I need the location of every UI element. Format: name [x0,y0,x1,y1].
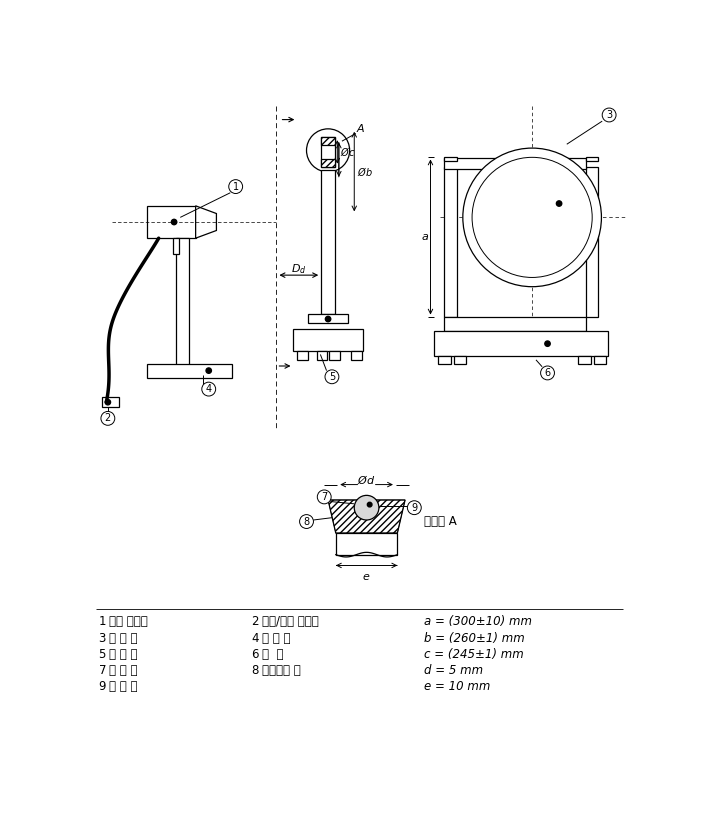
Text: 지 지 물: 지 지 물 [109,648,138,661]
Text: 8: 8 [251,664,259,677]
Text: 5: 5 [329,372,335,382]
Bar [454,356,466,364]
Circle shape [407,501,421,515]
Circle shape [206,368,212,373]
Text: 시 험 천: 시 험 천 [109,632,138,645]
Circle shape [602,108,616,122]
Bar [321,137,335,167]
Bar [594,356,606,364]
Text: d = 5 mm: d = 5 mm [424,664,484,677]
Circle shape [299,515,313,529]
Text: e = 10 mm: e = 10 mm [424,681,491,693]
Circle shape [306,129,350,172]
Text: 알루미늄 링: 알루미늄 링 [262,664,301,677]
Bar [321,171,335,314]
Text: b = (260±1) mm: b = (260±1) mm [424,632,525,645]
Text: 2: 2 [104,413,111,423]
Text: 9: 9 [411,502,417,513]
Polygon shape [328,500,405,533]
Text: 6: 6 [545,368,550,378]
Bar [308,314,348,323]
Text: 상세도 A: 상세도 A [424,515,457,528]
Text: $Øb$: $Øb$ [357,165,372,178]
Text: 4: 4 [205,384,212,394]
Bar [351,350,362,359]
Text: 켜짐/꺼짐 스위치: 켜짐/꺼짐 스위치 [262,615,319,628]
Circle shape [105,400,111,405]
Text: $Ød$: $Ød$ [358,474,376,486]
Text: 3: 3 [606,110,612,120]
Bar [444,158,586,169]
Text: a = (300±10) mm: a = (300±10) mm [424,615,532,628]
Circle shape [540,366,554,380]
Circle shape [171,219,177,225]
Bar [321,137,335,145]
Circle shape [545,341,550,346]
Text: 4: 4 [251,632,259,645]
Text: 8: 8 [304,516,310,526]
Circle shape [463,148,601,287]
Text: 5: 5 [99,648,106,661]
Bar [297,350,308,359]
Circle shape [325,316,331,322]
Text: $a$: $a$ [421,232,429,242]
Bar [317,350,327,359]
Bar [438,356,451,364]
Circle shape [472,158,592,278]
Polygon shape [196,206,217,239]
Bar [444,318,586,332]
Circle shape [101,412,115,426]
Bar [435,332,608,356]
Text: 6: 6 [251,648,259,661]
Text: $e$: $e$ [362,572,371,582]
Bar [147,206,196,239]
Text: c = (245±1) mm: c = (245±1) mm [424,648,524,661]
Bar [102,397,118,407]
Text: 2: 2 [251,615,259,628]
Bar [147,364,232,377]
Circle shape [325,370,339,384]
Bar [578,356,591,364]
Bar [336,533,397,555]
Text: 스 탠 드: 스 탠 드 [262,632,290,645]
Text: 7: 7 [321,492,327,502]
Text: $D_d$: $D_d$ [291,262,306,276]
Text: 고 무 링: 고 무 링 [109,664,138,677]
Text: 1: 1 [99,615,106,628]
Text: 9: 9 [99,681,106,693]
Text: 저  울: 저 울 [262,648,283,661]
Text: $Øc$: $Øc$ [339,145,355,158]
Text: A: A [357,124,365,134]
Text: 3: 3 [99,632,106,645]
Bar [444,167,456,318]
Text: 모발 건조기: 모발 건조기 [109,615,148,628]
Circle shape [367,502,372,507]
Bar [586,157,599,161]
Circle shape [354,495,379,520]
Bar [177,239,189,365]
Bar [444,157,456,161]
Bar [294,329,362,350]
Text: 여 분 면: 여 분 면 [109,681,138,693]
Bar [329,350,339,359]
Circle shape [202,382,216,396]
Circle shape [557,201,562,206]
Bar [321,158,335,167]
Circle shape [318,490,331,504]
Text: 7: 7 [99,664,106,677]
Bar [586,167,599,318]
Circle shape [229,180,243,194]
Text: 1: 1 [233,181,239,192]
Bar [173,239,179,253]
